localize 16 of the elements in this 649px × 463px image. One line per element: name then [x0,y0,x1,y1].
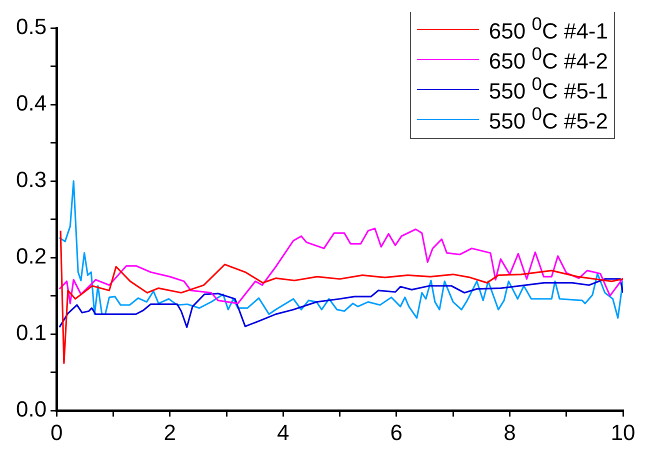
legend-label: 650 $^{0}$C #4-2 [488,43,608,75]
x-tick-label: 8 [504,420,516,445]
y-tick-label: 0.2 [16,244,47,269]
y-tick-label: 0.0 [16,396,47,422]
y-tick-label: 0.5 [16,14,47,40]
legend-label: 550 $^{0}$C #5-2 [488,103,608,135]
y-tick-label: 0.4 [16,90,47,116]
y-tick-label: 0.1 [16,320,47,346]
legend-label: 650 $^{0}$C #4-1 [488,13,608,45]
x-tick-label: 6 [390,420,403,445]
x-tick-label: 10 [610,420,636,445]
x-tick-label: 4 [277,420,290,445]
x-tick-label: 2 [164,420,176,445]
x-tick-label: 0 [50,420,63,445]
y-tick-label: 0.3 [16,167,47,192]
legend-label: 550 $^{0}$C #5-1 [488,73,608,105]
